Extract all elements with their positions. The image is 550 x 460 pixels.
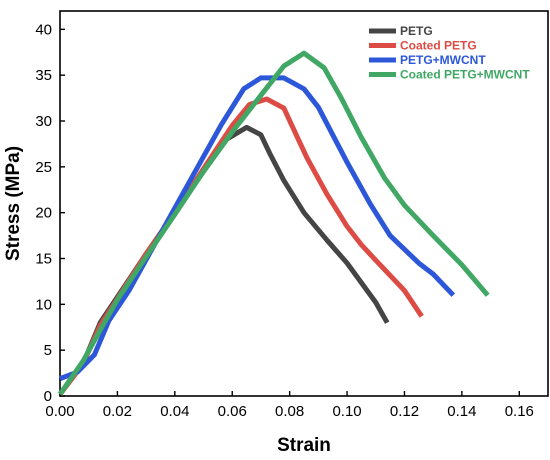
y-tick-label: 5 — [44, 342, 52, 359]
legend-label: Coated PETG+MWCNT — [400, 68, 530, 82]
x-tick-label: 0.00 — [45, 403, 74, 420]
plot-frame — [59, 10, 549, 397]
series-lines — [57, 50, 490, 396]
series-line-petg-mwcnt — [59, 75, 456, 381]
y-tick-label: 25 — [35, 159, 52, 176]
x-tick-label: 0.04 — [160, 403, 189, 420]
y-tick-label: 10 — [35, 296, 52, 313]
y-axis-ticks: 0 5 10 15 20 25 30 35 40 — [35, 21, 65, 405]
y-axis-title: Stress (MPa) — [3, 146, 24, 261]
x-tick-label: 0.10 — [332, 403, 361, 420]
series-line-petg — [58, 124, 390, 396]
x-tick-label: 0.12 — [390, 403, 419, 420]
x-tick-label: 0.06 — [218, 403, 247, 420]
legend-label: PETG+MWCNT — [400, 53, 486, 67]
x-axis-ticks: 0.00 0.02 0.04 0.06 0.08 0.10 0.12 0.14 0.16 — [45, 391, 534, 420]
x-tick-label: 0.08 — [275, 403, 304, 420]
x-tick-label: 0.14 — [447, 403, 476, 420]
y-tick-label: 20 — [35, 205, 52, 222]
y-tick-label: 15 — [35, 251, 52, 268]
y-tick-label: 0 — [44, 388, 52, 405]
series-line-coated-petg-mwcnt — [57, 50, 490, 396]
x-axis-title: Strain — [277, 435, 331, 456]
legend-label: Coated PETG — [400, 39, 477, 53]
legend-label: PETG — [400, 24, 433, 38]
y-tick-label: 40 — [35, 21, 52, 38]
x-tick-label: 0.16 — [505, 403, 534, 420]
y-tick-label: 30 — [35, 113, 52, 130]
x-tick-label: 0.02 — [103, 403, 132, 420]
y-tick-label: 35 — [35, 67, 52, 84]
